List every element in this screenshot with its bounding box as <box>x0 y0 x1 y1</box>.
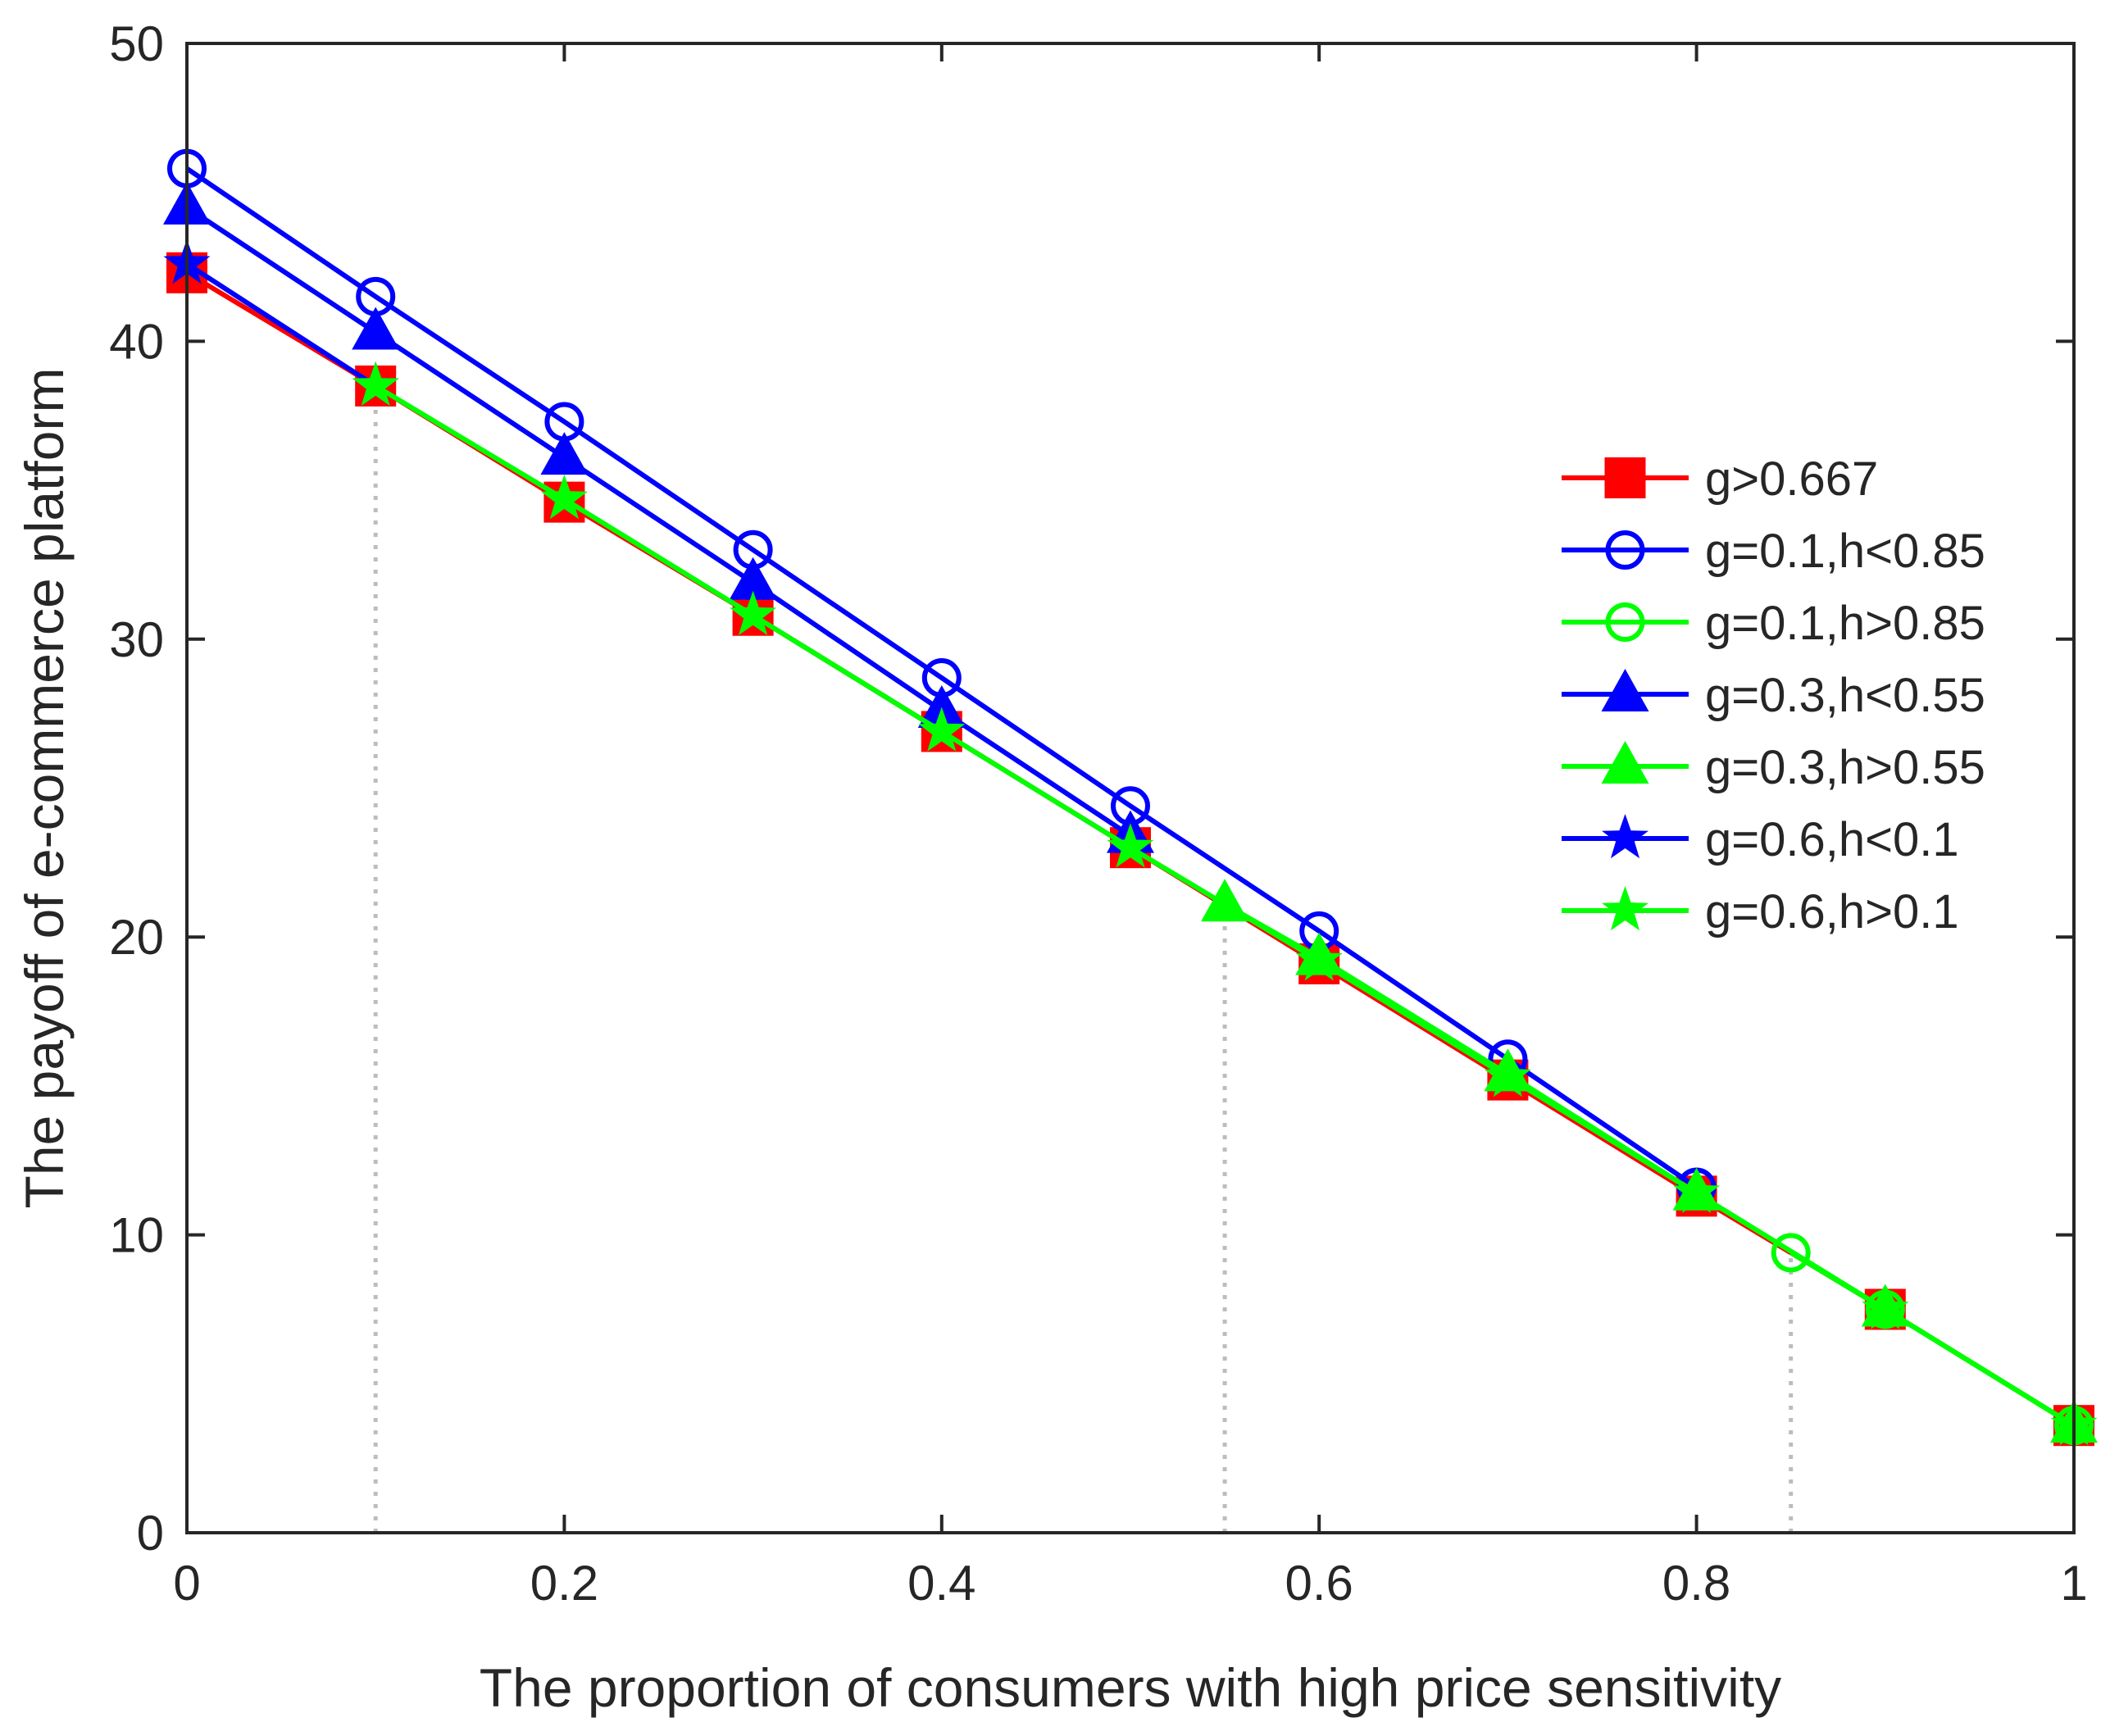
data-point <box>1771 1233 1811 1273</box>
legend-item: g=0.3,h<0.55 <box>1562 669 1985 722</box>
data-point <box>352 307 400 350</box>
legend-marker <box>1604 457 1646 498</box>
reference-lines <box>373 385 1794 1533</box>
legend-marker <box>1601 741 1649 784</box>
series-2 <box>167 148 1717 1207</box>
legend-item: g=0.1,h>0.85 <box>1562 597 1985 650</box>
data-point <box>1295 936 1343 981</box>
legend: g>0.667 g=0.1,h<0.85 g=0.1,h>0.85 g=0.3,h<0… <box>1562 452 1985 938</box>
series-7 <box>352 361 2098 1446</box>
series-line-7 <box>374 384 2076 1428</box>
legend-marker <box>1601 669 1649 711</box>
y-tick-label: 30 <box>109 612 164 667</box>
series-line-2 <box>185 166 1698 1189</box>
series-layer <box>163 148 2098 1447</box>
data-point <box>1862 1284 1909 1329</box>
data-point <box>730 590 777 635</box>
legend-marker <box>1602 814 1648 859</box>
legend-label: g=0.1,h<0.85 <box>1705 525 1985 578</box>
y-tick-label: 40 <box>109 314 164 369</box>
y-tick-label: 10 <box>109 1208 164 1263</box>
data-point <box>729 557 777 600</box>
y-tick-label: 50 <box>109 16 164 71</box>
legend-item: g=0.6,h>0.1 <box>1562 885 1959 938</box>
x-tick-label: 0.4 <box>907 1556 975 1611</box>
axes <box>185 42 2076 1534</box>
data-point <box>917 685 966 729</box>
legend-label: g=0.3,h<0.55 <box>1705 669 1985 722</box>
data-point <box>540 432 589 475</box>
legend-marker <box>1605 530 1645 570</box>
legend-label: g=0.6,h<0.1 <box>1705 813 1959 866</box>
x-tick-label: 0.2 <box>530 1556 598 1611</box>
series-line-4 <box>185 205 1132 838</box>
x-axis-label: The proportion of consumers with high pr… <box>480 1657 1781 1718</box>
legend-marker <box>1605 602 1645 642</box>
series-4 <box>163 181 1154 853</box>
data-point <box>1107 823 1154 868</box>
legend-item: g=0.3,h>0.55 <box>1562 741 1985 794</box>
x-tick-label: 1 <box>2060 1556 2087 1611</box>
legend-item: g=0.6,h<0.1 <box>1562 813 1959 866</box>
legend-marker <box>1602 886 1648 931</box>
data-point <box>1484 1052 1531 1097</box>
legend-label: g>0.667 <box>1705 452 1878 506</box>
legend-label: g=0.1,h>0.85 <box>1705 597 1985 650</box>
series-line-6 <box>185 261 377 389</box>
legend-item: g=0.1,h<0.85 <box>1562 525 1985 578</box>
data-point <box>352 361 399 407</box>
x-tick-label: 0 <box>173 1556 200 1611</box>
data-point <box>1673 1168 1721 1213</box>
legend-item: g>0.667 <box>1562 452 1878 506</box>
data-point <box>918 707 966 752</box>
y-tick-label: 0 <box>137 1506 164 1561</box>
plot-frame <box>185 42 2076 1534</box>
data-point <box>540 475 588 520</box>
x-tick-label: 0.8 <box>1662 1556 1730 1611</box>
x-tick-label: 0.6 <box>1285 1556 1353 1611</box>
y-tick-label: 20 <box>109 910 164 965</box>
legend-label: g=0.6,h>0.1 <box>1705 885 1959 938</box>
legend-label: g=0.3,h>0.55 <box>1705 741 1985 794</box>
y-axis-label: The payoff of e-commerce platform <box>14 368 75 1209</box>
